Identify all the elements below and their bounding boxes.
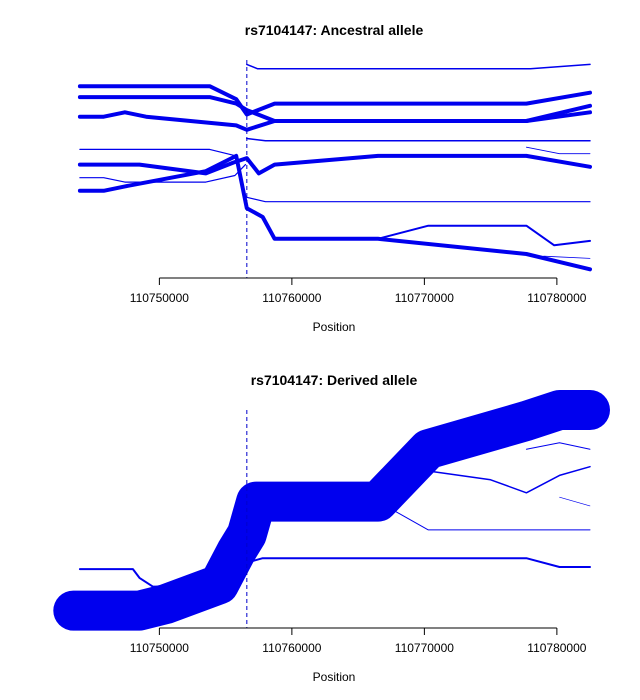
haplotype-path-b1 — [78, 568, 194, 588]
haplotype-path-h12 — [526, 146, 591, 155]
chart-panel-ancestral: rs7104147: Ancestral allele 110750000 110… — [77, 22, 592, 334]
haplotype-path-h8 — [79, 148, 237, 157]
haplotype-path-h9 — [246, 196, 591, 203]
chart-title: rs7104147: Ancestral allele — [245, 22, 424, 38]
x-tick-label: 110770000 — [395, 641, 455, 655]
haplotype-path-h3 — [77, 110, 592, 132]
haplotype-path-h13 — [543, 255, 591, 259]
haplotype-path-b6 — [559, 496, 591, 507]
haplotype-path-b3 — [377, 501, 591, 531]
x-axis-ticks: 110750000 110760000 110770000 110780000 — [130, 278, 587, 305]
haplotype-path-h11 — [273, 224, 591, 247]
x-axis: 110750000 110760000 110770000 110780000 — [130, 277, 587, 305]
x-tick-label: 110770000 — [395, 291, 455, 305]
chart-title: rs7104147: Derived allele — [251, 372, 418, 388]
haplotype-path-b5 — [525, 442, 591, 450]
x-axis-label: Position — [313, 670, 356, 684]
series-layer — [53, 390, 610, 631]
haplotype-path-h1 — [77, 84, 592, 117]
x-tick-label: 110760000 — [262, 291, 322, 305]
x-axis-label: Position — [313, 320, 356, 334]
haplotype-path-main — [53, 390, 610, 631]
x-axis: 110750000 110760000 110770000 110780000 — [130, 627, 587, 655]
chart-panel-derived: rs7104147: Derived allele 110750000 11076… — [53, 372, 610, 684]
haplotype-path-h4 — [77, 153, 592, 176]
x-tick-label: 110780000 — [527, 641, 587, 655]
x-tick-label: 110750000 — [130, 641, 190, 655]
x-tick-label: 110760000 — [262, 641, 322, 655]
haplotype-path-h6 — [246, 63, 591, 70]
x-tick-label: 110750000 — [130, 291, 190, 305]
haplotype-path-h7 — [246, 137, 591, 142]
x-tick-label: 110780000 — [527, 291, 587, 305]
series-layer — [77, 63, 592, 272]
haplotype-path-b4 — [427, 465, 591, 494]
x-axis-ticks: 110750000 110760000 110770000 110780000 — [130, 628, 587, 655]
haplotype-path-b2 — [245, 557, 591, 568]
haplotype-path-h10 — [79, 164, 247, 183]
haplotype-path-h5 — [77, 153, 592, 272]
